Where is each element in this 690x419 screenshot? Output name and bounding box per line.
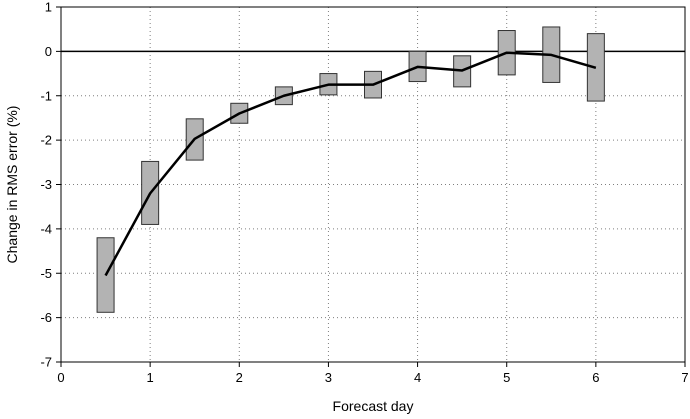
x-axis-title: Forecast day [333, 398, 414, 414]
y-tick-label: 0 [45, 44, 52, 59]
x-tick-label: 7 [681, 370, 688, 385]
x-tick-label: 6 [592, 370, 599, 385]
x-tick-label: 5 [503, 370, 510, 385]
x-tick-label: 1 [147, 370, 154, 385]
x-tick-label: 0 [57, 370, 64, 385]
series-line [104, 51, 597, 277]
grid-lines [61, 7, 685, 362]
y-tick-label: -1 [40, 88, 52, 103]
x-tick-label: 3 [325, 370, 332, 385]
y-tick-label: -7 [40, 355, 52, 370]
y-tick-label: -2 [40, 133, 52, 148]
y-tick-label: -6 [40, 310, 52, 325]
x-tick-label: 4 [414, 370, 421, 385]
y-tick-label: -3 [40, 177, 52, 192]
x-axis-ticks: 0 1 2 3 4 5 6 7 [57, 362, 689, 385]
y-axis-ticks: 1 0 -1 -2 -3 -4 -5 -6 -7 [40, 0, 61, 370]
y-axis-title: Change in RMS error (%) [4, 106, 20, 264]
x-tick-label: 2 [236, 370, 243, 385]
y-tick-label: -5 [40, 266, 52, 281]
y-tick-label: 1 [45, 0, 52, 15]
range-boxes [96, 26, 605, 313]
y-tick-label: -4 [40, 221, 52, 236]
